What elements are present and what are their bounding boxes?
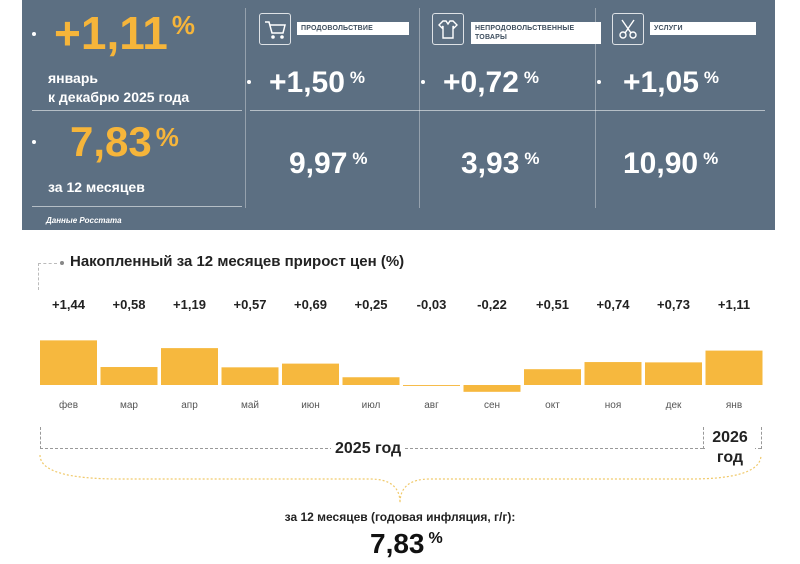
panel-divider-col2 xyxy=(419,8,420,208)
x-tick-апр: апр xyxy=(181,400,198,411)
bar-янв xyxy=(705,350,763,385)
value-label-сен: -0,22 xyxy=(477,297,507,312)
category-annual-services: 10,90% xyxy=(623,147,719,180)
category-bullet-nonfood xyxy=(421,80,425,84)
title-bullet xyxy=(60,261,64,265)
annual-inflation-caption: за 12 месяцев (годовая инфляция, г/г): xyxy=(284,510,516,524)
x-tick-май: май xyxy=(241,400,259,411)
monthly-inflation-value: +1,11% xyxy=(54,7,195,59)
annual-inflation-label: за 12 месяцев xyxy=(48,179,145,195)
x-tick-янв: янв xyxy=(726,400,742,411)
value-label-июн: +0,69 xyxy=(294,297,327,312)
panel-divider-top xyxy=(32,110,242,111)
value-label-окт: +0,51 xyxy=(536,297,569,312)
x-tick-авг: авг xyxy=(424,400,439,411)
value-label-ноя: +0,74 xyxy=(597,297,631,312)
value-label-апр: +1,19 xyxy=(173,297,206,312)
category-bullet-services xyxy=(597,80,601,84)
value-label-авг: -0,03 xyxy=(417,297,447,312)
bar-фев xyxy=(40,340,97,385)
bar-ноя xyxy=(584,362,642,385)
data-source: Данные Росстата xyxy=(46,216,122,225)
monthly-bullet xyxy=(32,32,36,36)
bar-окт xyxy=(524,369,581,385)
category-bullet-food xyxy=(247,80,251,84)
category-label-services: УСЛУГИ xyxy=(650,22,756,35)
panel-divider-row xyxy=(250,110,765,111)
value-label-дек: +0,73 xyxy=(657,297,690,312)
bar-дек xyxy=(645,362,702,385)
bracket-tick-left xyxy=(40,427,41,449)
bracket-tick-middle xyxy=(703,427,704,449)
year-2025-label: 2025 год xyxy=(331,439,406,459)
bar-мар xyxy=(100,367,158,385)
panel-divider-col1 xyxy=(245,8,246,208)
x-tick-сен: сен xyxy=(484,400,500,411)
category-annual-nonfood: 3,93% xyxy=(461,147,540,180)
summary-brace xyxy=(39,455,762,504)
panel-divider-bottom xyxy=(32,206,242,207)
value-label-мар: +0,58 xyxy=(113,297,146,312)
category-monthly-food: +1,50% xyxy=(269,66,366,99)
bar-июн xyxy=(282,363,339,385)
category-monthly-nonfood: +0,72% xyxy=(443,66,540,99)
category-annual-food: 9,97% xyxy=(289,147,368,180)
monthly-inflation-label: январь к декабрю 2025 года xyxy=(48,70,190,105)
x-tick-ноя: ноя xyxy=(605,400,622,411)
bar-май xyxy=(221,367,279,385)
value-label-май: +0,57 xyxy=(234,297,267,312)
title-bracket xyxy=(38,263,57,290)
panel-divider-col3 xyxy=(595,8,596,208)
x-tick-июн: июн xyxy=(301,400,320,411)
bracket-tick-right xyxy=(761,427,762,449)
bar-июл xyxy=(342,377,400,385)
x-tick-дек: дек xyxy=(666,400,682,411)
chart-title: Накопленный за 12 месяцев прирост цен (%… xyxy=(70,253,405,270)
shopping-cart-icon xyxy=(259,13,291,45)
annual-inflation-total: 7,83% xyxy=(370,528,443,559)
annual-inflation-value: 7,83% xyxy=(70,118,179,165)
x-tick-мар: мар xyxy=(120,400,138,411)
value-label-янв: +1,11 xyxy=(718,297,750,312)
category-label-nonfood: НЕПРОДОВОЛЬСТВЕННЫЕ ТОВАРЫ xyxy=(471,22,601,44)
value-label-июл: +0,25 xyxy=(355,297,388,312)
x-tick-фев: фев xyxy=(59,399,78,411)
year-2026-label: 2026 год xyxy=(705,428,755,468)
category-label-food: ПРОДОВОЛЬСТВИЕ xyxy=(297,22,409,35)
x-tick-окт: окт xyxy=(545,400,560,411)
annual-bullet xyxy=(32,140,36,144)
category-monthly-services: +1,05% xyxy=(623,66,720,99)
bar-авг xyxy=(403,385,460,386)
cumulative-price-growth-chart: +1,44 фев +0,58 мар +1,19 апр +0,57 май +0,69 июн… xyxy=(40,297,763,411)
x-tick-июл: июл xyxy=(362,400,381,411)
scissors-icon xyxy=(612,13,644,45)
clothing-icon xyxy=(432,13,464,45)
value-label-фев: +1,44 xyxy=(52,297,86,312)
inflation-summary-panel: +1,11% январь к декабрю 2025 года 7,83% … xyxy=(22,0,775,230)
bar-апр xyxy=(161,348,218,385)
bar-сен xyxy=(463,385,521,392)
